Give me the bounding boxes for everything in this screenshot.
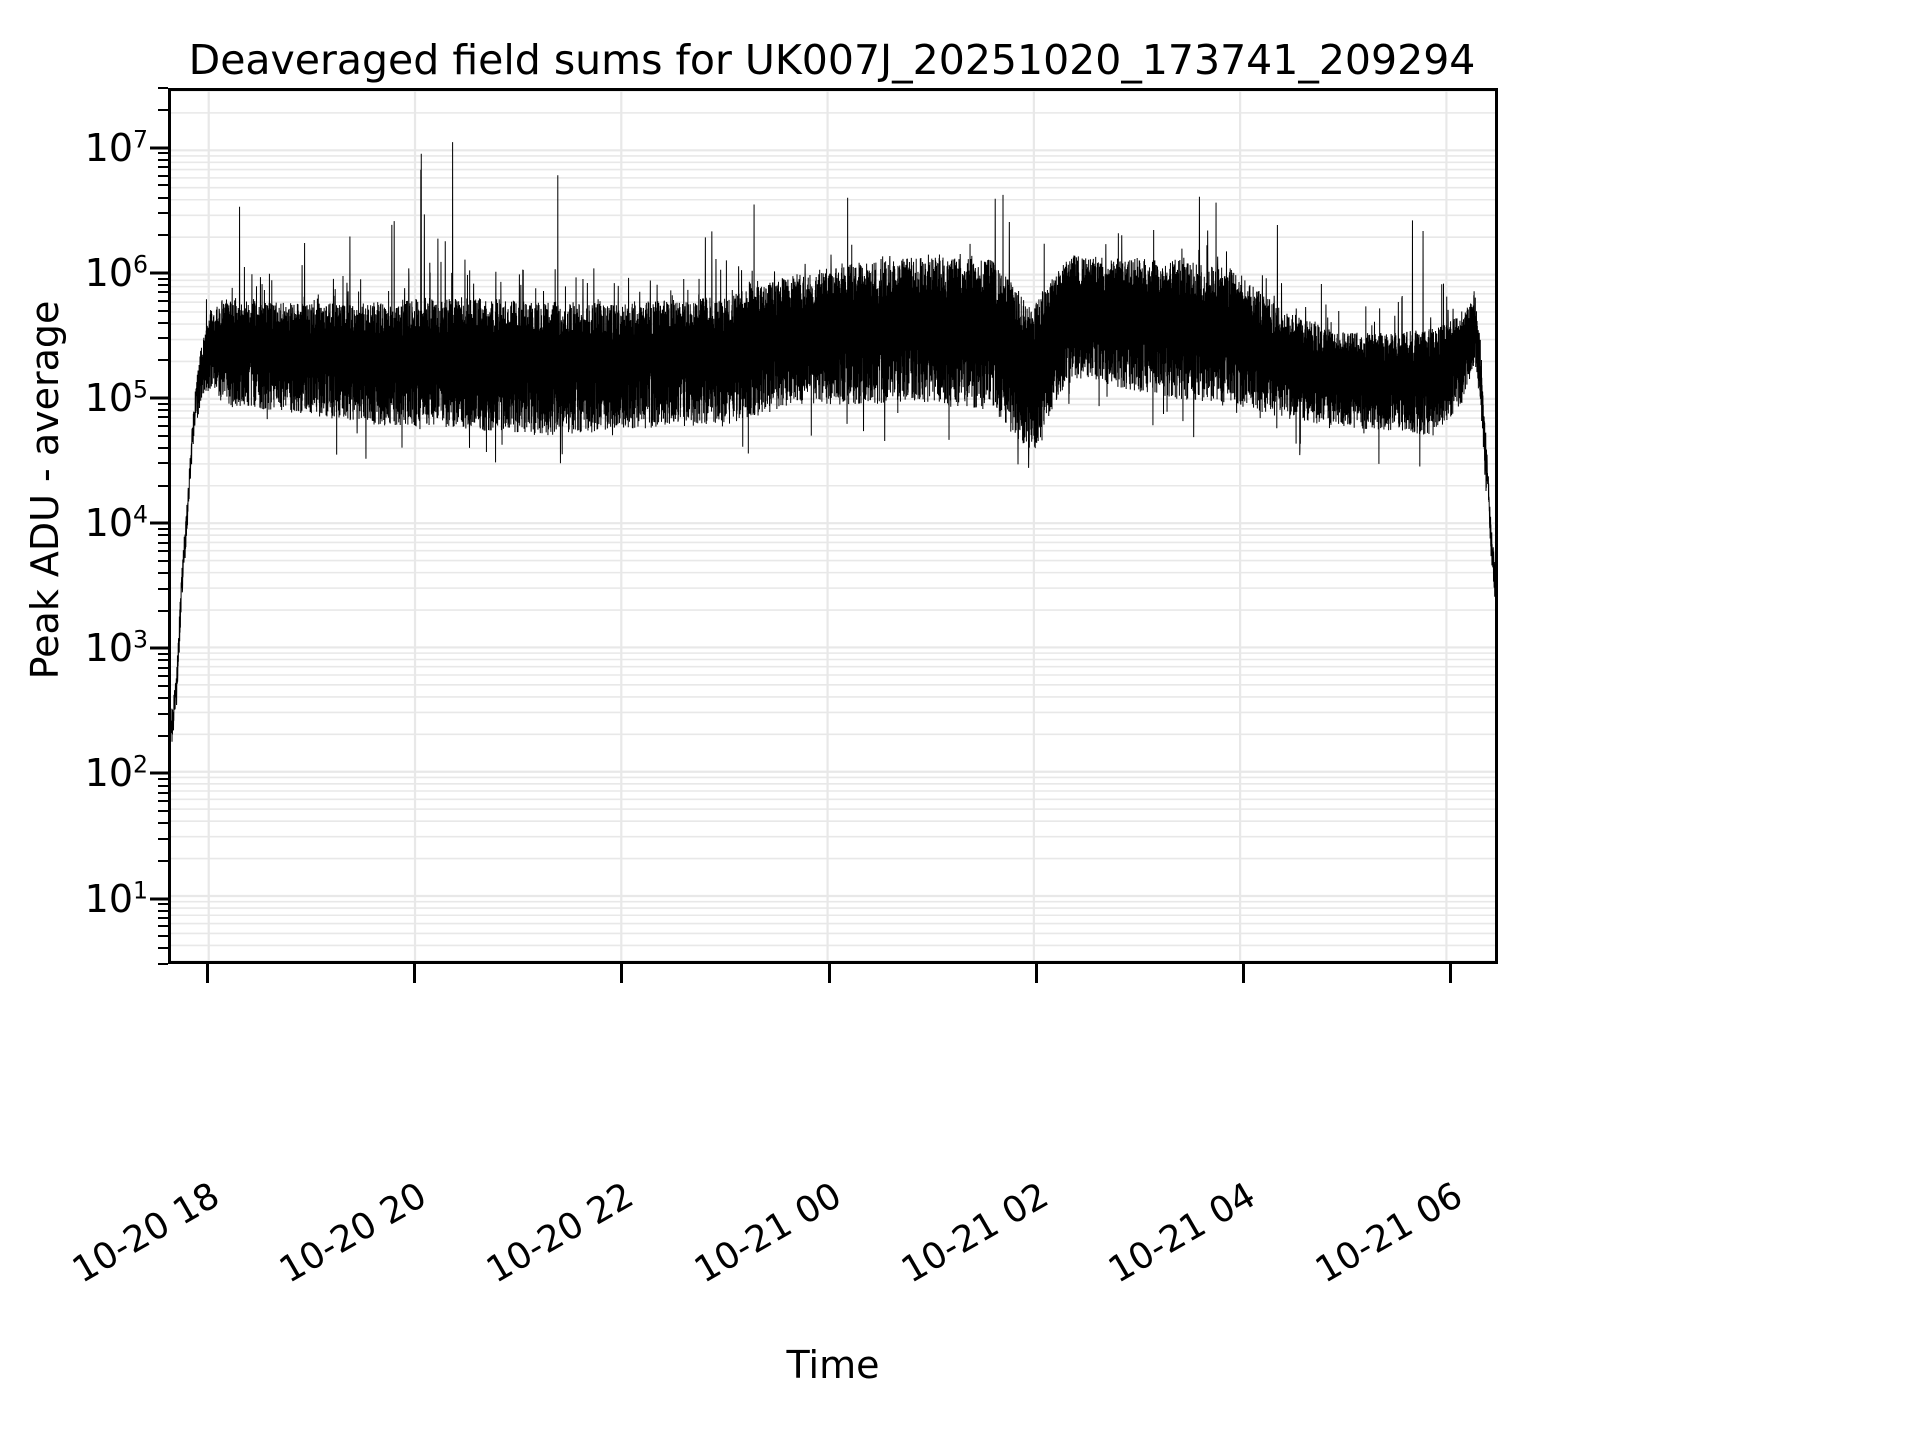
y-tick-mark xyxy=(158,935,168,938)
y-tick-label: 104 xyxy=(84,500,148,546)
y-tick-mark xyxy=(150,521,168,525)
y-tick-mark xyxy=(158,659,168,662)
y-tick-mark xyxy=(158,321,168,324)
y-tick-mark xyxy=(158,484,168,487)
y-tick-label: 105 xyxy=(84,375,148,420)
y-tick-mark xyxy=(158,534,168,537)
y-tick-label: 103 xyxy=(84,625,148,671)
x-tick-label: 10-20 22 xyxy=(480,1175,641,1292)
y-tick-mark xyxy=(158,409,168,412)
y-tick-mark xyxy=(158,291,168,294)
y-tick-mark xyxy=(158,925,168,928)
y-tick-mark xyxy=(158,549,168,552)
y-tick-mark xyxy=(150,271,168,275)
x-tick-label: 10-20 20 xyxy=(272,1175,434,1292)
y-tick-mark xyxy=(158,416,168,419)
x-tick-mark xyxy=(413,964,417,983)
y-tick-mark xyxy=(158,609,168,612)
y-axis-label: Peak ADU - average xyxy=(23,300,67,680)
x-tick-label: 10-21 06 xyxy=(1309,1175,1470,1292)
y-tick-mark xyxy=(158,837,168,840)
chart-title: Deaveraged field sums for UK007J_2025102… xyxy=(188,36,1476,84)
y-tick-mark xyxy=(158,234,168,237)
y-tick-mark xyxy=(158,184,168,187)
y-tick-mark xyxy=(158,337,168,340)
y-tick-mark xyxy=(158,424,168,427)
y-tick-mark xyxy=(158,587,168,590)
y-tick-mark xyxy=(158,462,168,465)
y-tick-mark xyxy=(158,675,168,677)
y-tick-mark xyxy=(158,712,168,715)
y-tick-mark xyxy=(150,897,168,901)
y-tick-mark xyxy=(158,791,168,794)
y-tick-mark xyxy=(158,909,168,912)
y-tick-mark xyxy=(158,903,168,906)
y-tick-mark xyxy=(158,685,168,687)
y-tick-mark xyxy=(158,541,168,544)
y-tick-mark xyxy=(158,158,168,161)
y-tick-mark xyxy=(158,152,168,155)
y-tick-label: 102 xyxy=(84,750,148,796)
y-tick-mark xyxy=(158,810,168,813)
y-tick-mark xyxy=(158,571,168,574)
y-tick-mark xyxy=(158,666,168,669)
x-tick-label: 10-21 02 xyxy=(894,1175,1056,1292)
y-tick-mark xyxy=(158,800,168,803)
y-tick-mark xyxy=(158,434,168,437)
data-series-line xyxy=(171,91,1495,961)
y-tick-mark xyxy=(158,87,168,89)
x-tick-mark xyxy=(1034,964,1038,983)
x-tick-label: 10-21 04 xyxy=(1101,1175,1263,1292)
y-tick-mark xyxy=(158,784,168,787)
y-tick-mark xyxy=(158,196,168,199)
y-tick-mark xyxy=(158,212,168,215)
x-tick-mark xyxy=(620,964,624,983)
y-tick-mark xyxy=(150,146,168,150)
y-tick-mark xyxy=(158,947,168,950)
x-tick-mark xyxy=(827,964,831,983)
y-tick-mark xyxy=(158,359,168,362)
plot-area xyxy=(168,88,1498,964)
y-tick-label: 106 xyxy=(84,250,148,295)
y-tick-mark xyxy=(158,734,168,737)
y-tick-mark xyxy=(158,653,168,655)
grid-layer xyxy=(171,91,1495,961)
x-tick-mark xyxy=(1242,964,1245,983)
y-tick-mark xyxy=(158,778,168,781)
x-axis-label: Time xyxy=(786,1343,880,1387)
y-tick-mark xyxy=(158,822,168,825)
y-tick-mark xyxy=(158,299,168,302)
y-tick-label: 101 xyxy=(84,875,148,921)
y-tick-mark xyxy=(150,646,168,650)
x-tick-label: 10-21 00 xyxy=(687,1175,848,1292)
y-tick-mark xyxy=(158,446,168,449)
y-tick-mark xyxy=(158,527,168,530)
y-tick-mark xyxy=(158,309,168,312)
y-tick-mark xyxy=(158,697,168,700)
y-tick-mark xyxy=(158,559,168,562)
y-tick-mark xyxy=(158,284,168,286)
y-tick-mark xyxy=(158,859,168,862)
y-tick-mark xyxy=(158,174,168,177)
y-tick-label: 107 xyxy=(84,125,148,170)
y-tick-mark xyxy=(150,396,168,400)
x-tick-mark xyxy=(205,964,209,983)
y-tick-mark xyxy=(158,917,168,919)
y-tick-mark xyxy=(158,109,168,111)
y-tick-mark xyxy=(158,963,168,965)
y-tick-mark xyxy=(158,277,168,280)
y-tick-mark xyxy=(150,771,168,775)
y-tick-mark xyxy=(158,402,168,405)
y-tick-mark xyxy=(158,166,168,169)
x-tick-mark xyxy=(1449,964,1453,983)
